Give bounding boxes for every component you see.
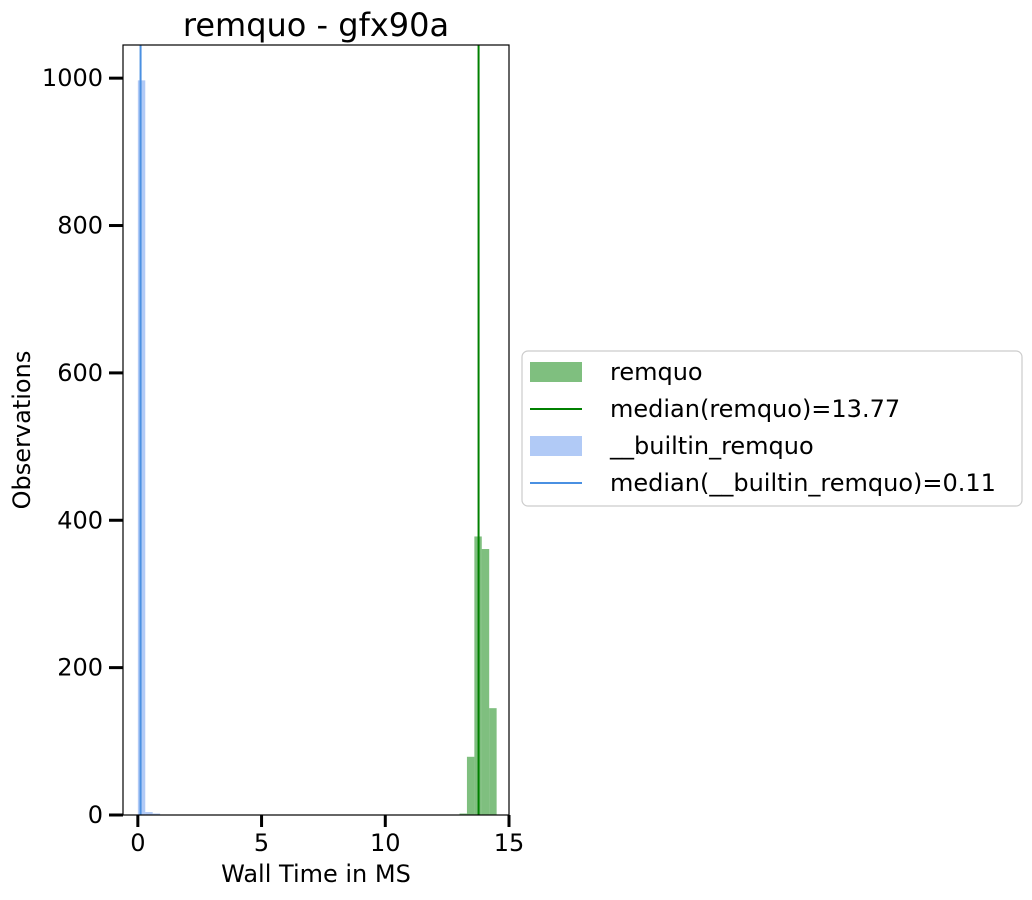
legend-entry: remquo <box>530 358 703 386</box>
histogram-bar <box>489 708 497 815</box>
histogram-bar <box>152 813 161 815</box>
legend-label: remquo <box>610 358 703 386</box>
legend-entry: median(remquo)=13.77 <box>530 395 900 423</box>
histogram-bar <box>459 813 467 815</box>
legend-label: __builtin_remquo <box>609 432 814 460</box>
y-tick-label: 1000 <box>42 64 103 92</box>
bars-layer <box>137 80 497 816</box>
y-tick-label: 800 <box>57 212 103 240</box>
legend-frame <box>521 350 1023 507</box>
median-lines-layer <box>139 45 480 815</box>
y-tick-label: 0 <box>88 801 103 829</box>
x-tick-label: 10 <box>370 829 401 857</box>
y-tick-label: 200 <box>57 654 103 682</box>
y-tick-label: 600 <box>57 359 103 387</box>
plot-frame <box>122 44 510 816</box>
legend-entry: __builtin_remquo <box>530 432 814 460</box>
x-tick-label: 5 <box>254 829 269 857</box>
y-axis-label: Observations <box>8 351 36 510</box>
legend-label: median(remquo)=13.77 <box>610 395 900 423</box>
x-tick-label: 0 <box>130 829 145 857</box>
y-axis: 0 200 400 600 800 1000 <box>42 64 123 829</box>
x-axis: 0 5 10 15 <box>130 815 524 857</box>
histogram-bar <box>481 549 490 815</box>
histogram-bar <box>145 812 153 815</box>
x-axis-label: Wall Time in MS <box>221 860 411 888</box>
histogram-bar <box>466 756 475 815</box>
legend: remquo median(remquo)=13.77 __builtin_remq… <box>521 350 1023 507</box>
legend-swatch <box>530 436 582 456</box>
chart-title: remquo - gfx90a <box>183 6 449 44</box>
legend-entry: median(__builtin_remquo)=0.11 <box>530 469 996 497</box>
legend-swatch <box>530 362 582 382</box>
legend-label: median(__builtin_remquo)=0.11 <box>610 469 996 497</box>
x-tick-label: 15 <box>494 829 525 857</box>
legend-items: remquo median(remquo)=13.77 __builtin_remq… <box>530 358 996 497</box>
y-tick-label: 400 <box>57 506 103 534</box>
